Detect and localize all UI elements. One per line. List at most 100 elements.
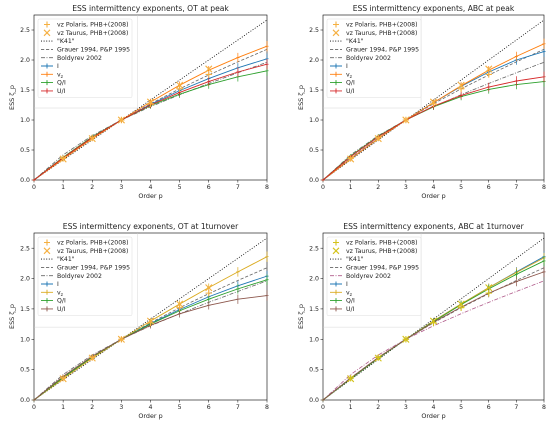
- x-tick-label: 7: [514, 404, 518, 411]
- legend: vz Polaris, PHB+(2008)vz Taurus, PHB+(20…: [326, 236, 422, 316]
- legend-label: vz Taurus, PHB+(2008): [346, 248, 417, 255]
- x-tick-label: 6: [207, 184, 211, 191]
- legend-label: "K41": [57, 38, 75, 45]
- observation-marker: [402, 335, 410, 343]
- x-tick-label: 4: [149, 404, 153, 411]
- x-tick-label: 6: [487, 184, 491, 191]
- legend-marker: [330, 88, 342, 94]
- series-point: [487, 82, 491, 92]
- legend-label: Q/I: [57, 80, 66, 87]
- x-tick-label: 0: [321, 404, 325, 411]
- series-point: [207, 301, 211, 310]
- legend-label: "K41": [346, 38, 364, 45]
- x-tick-label: 5: [178, 184, 182, 191]
- legend-label: I: [57, 63, 59, 70]
- legend-label: Grauer 1994, P&P 1995: [57, 265, 130, 272]
- chart-panel-2: ESS intermittency exponents, ABC at peak…: [297, 4, 546, 200]
- x-tick-label: 3: [119, 404, 123, 411]
- legend: vz Polaris, PHB+(2008)vz Taurus, PHB+(20…: [37, 236, 133, 316]
- x-tick-label: 7: [236, 184, 240, 191]
- x-tick-label: 2: [90, 404, 94, 411]
- y-tick-label: 0.0: [20, 177, 30, 184]
- observation-marker: [205, 65, 213, 73]
- series-point: [459, 91, 463, 100]
- legend-marker: [332, 29, 340, 37]
- x-axis-label: Order p: [138, 412, 162, 420]
- legend-label: Boldyrev 2002: [346, 55, 391, 62]
- x-tick-label: 2: [376, 184, 380, 191]
- y-tick-label: 2.5: [20, 27, 30, 34]
- legend-marker: [330, 298, 342, 304]
- x-tick-label: 8: [542, 184, 546, 191]
- observation-marker: [429, 317, 438, 325]
- legend-marker: [332, 247, 340, 255]
- x-tick-label: 3: [404, 404, 408, 411]
- legend: vz Polaris, PHB+(2008)vz Taurus, PHB+(20…: [326, 18, 422, 98]
- observation-marker: [347, 155, 355, 163]
- x-axis-label: Order p: [138, 192, 162, 200]
- y-tick-label: 2.0: [309, 57, 319, 64]
- legend-marker: [41, 63, 53, 69]
- legend-marker: [330, 80, 342, 86]
- legend-marker: [41, 71, 53, 77]
- reference-line-dashed: [33, 267, 268, 401]
- observation-marker: [205, 71, 212, 78]
- reference-line-dotted: [33, 237, 268, 401]
- x-tick-label: 4: [432, 184, 436, 191]
- observation-marker: [402, 116, 410, 124]
- legend-marker: [41, 80, 53, 86]
- x-axis-label: Order p: [421, 192, 445, 200]
- series-point: [236, 52, 240, 63]
- legend-box: [326, 236, 422, 316]
- x-tick-label: 5: [459, 184, 463, 191]
- legend-label: "K41": [346, 256, 364, 263]
- observation-marker: [117, 116, 125, 124]
- legend-label: U/I: [346, 88, 355, 95]
- observation-marker: [146, 317, 155, 325]
- legend-marker: [41, 306, 53, 312]
- legend-marker: [43, 29, 51, 37]
- y-tick-label: 1.0: [20, 336, 30, 343]
- legend-marker: [333, 239, 339, 246]
- x-tick-label: 8: [265, 404, 269, 411]
- y-tick-label: 2.5: [309, 27, 319, 34]
- observation-marker: [457, 85, 465, 92]
- series-point: [265, 274, 269, 285]
- reference-line-dashed: [322, 48, 545, 181]
- y-tick-label: 2.0: [20, 57, 30, 64]
- series-point: [321, 398, 325, 402]
- x-tick-label: 8: [265, 184, 269, 191]
- series-point: [265, 251, 269, 262]
- legend-marker: [44, 239, 50, 246]
- observation-marker: [117, 335, 125, 343]
- legend-marker: [330, 63, 342, 69]
- x-tick-label: 3: [404, 184, 408, 191]
- x-tick-label: 3: [119, 184, 123, 191]
- legend-box: [37, 18, 133, 98]
- reference-line-dashdot: [322, 61, 545, 181]
- legend-label: vz Polaris, PHB+(2008): [57, 240, 129, 247]
- series-point: [514, 276, 518, 287]
- legend-box: [37, 236, 133, 316]
- y-tick-label: 2.0: [309, 276, 319, 283]
- observation-marker: [176, 81, 184, 89]
- legend-label: vz Polaris, PHB+(2008): [57, 22, 129, 29]
- legend-label: Grauer 1994, P&P 1995: [346, 47, 419, 54]
- legend-label: vz Taurus, PHB+(2008): [57, 248, 128, 255]
- legend-label: Q/I: [57, 298, 66, 305]
- legend-marker: [41, 88, 53, 94]
- legend-label: Q/I: [346, 298, 355, 305]
- observation-marker: [347, 375, 355, 383]
- series-point: [542, 71, 546, 82]
- observation-marker: [485, 289, 492, 297]
- legend-label: Boldyrev 2002: [57, 273, 102, 280]
- y-tick-label: 1.0: [20, 117, 30, 124]
- x-tick-label: 6: [207, 404, 211, 411]
- y-axis-label: ESS ζ_p: [8, 85, 16, 110]
- y-tick-label: 2.5: [309, 245, 319, 252]
- legend-label: Grauer 1994, P&P 1995: [346, 265, 419, 272]
- series-point: [514, 51, 518, 62]
- x-tick-label: 5: [459, 404, 463, 411]
- observation-marker: [374, 354, 382, 362]
- x-tick-label: 7: [236, 404, 240, 411]
